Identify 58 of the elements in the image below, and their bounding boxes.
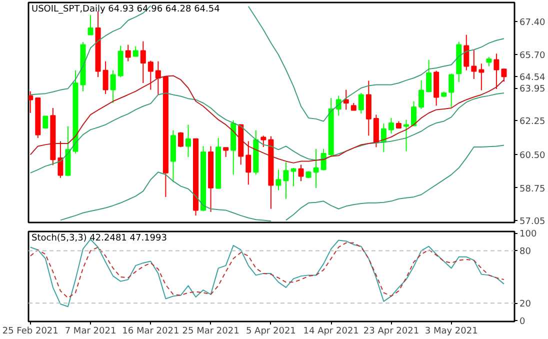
candlestick xyxy=(343,89,349,110)
candlestick xyxy=(110,70,116,104)
candlestick xyxy=(501,68,507,82)
y-tick-label: 65.70 xyxy=(520,50,546,61)
y-tick-label: 100 xyxy=(520,230,537,240)
candlestick xyxy=(185,124,191,158)
candlestick xyxy=(464,34,470,71)
candlestick xyxy=(88,14,94,36)
candlestick xyxy=(140,40,146,84)
y-tick-label: 80 xyxy=(520,247,532,258)
x-tick-label: 25 Feb 2021 xyxy=(2,326,58,336)
candlestick xyxy=(276,169,282,191)
x-tick-label: 3 May 2021 xyxy=(424,326,478,336)
candlestick xyxy=(148,60,154,90)
candlestick xyxy=(313,148,319,188)
candlestick xyxy=(42,115,48,130)
candlestick xyxy=(426,59,432,93)
candlestick xyxy=(132,46,138,57)
y-tick-label: 0 xyxy=(520,317,526,328)
candlestick xyxy=(388,117,394,134)
candlestick xyxy=(246,140,252,186)
candlestick xyxy=(283,162,289,200)
candlestick xyxy=(494,53,500,90)
candlestick xyxy=(373,114,379,148)
candlestick xyxy=(58,140,64,178)
x-tick-label: 5 Apr 2021 xyxy=(246,326,296,336)
candlestick xyxy=(478,63,484,91)
y-tick-label: 67.40 xyxy=(520,18,546,28)
candlestick xyxy=(448,73,454,108)
candlestick xyxy=(486,56,492,67)
candlestick xyxy=(418,80,424,110)
y-tick-label: 60.50 xyxy=(520,150,546,161)
candlestick xyxy=(260,135,266,148)
candlestick xyxy=(290,167,296,187)
line-series xyxy=(30,242,504,298)
candlestick xyxy=(223,147,229,158)
candlestick xyxy=(358,92,364,114)
x-tick-label: 16 Mar 2021 xyxy=(122,326,180,336)
candlestick xyxy=(178,132,184,148)
x-tick-label: 14 Apr 2021 xyxy=(303,326,359,336)
x-tick-label: 23 Apr 2021 xyxy=(363,326,420,336)
candlestick xyxy=(125,44,131,62)
candlestick xyxy=(471,49,477,80)
chart-title: Stoch(5,3,3) 42.2481 47.1993 xyxy=(32,234,167,244)
y-tick-label: 58.75 xyxy=(520,184,546,194)
y-tick-label: 57.05 xyxy=(520,217,546,228)
y-tick-label: 62.25 xyxy=(520,117,546,128)
y-tick-label: 64.54 xyxy=(520,73,546,84)
candlestick xyxy=(403,119,410,152)
y-tick-label: 20 xyxy=(520,300,532,310)
candlestick xyxy=(155,60,161,96)
y-tick-label: 63.95 xyxy=(520,84,546,94)
candlestick xyxy=(28,90,34,114)
candlestick xyxy=(336,95,342,116)
x-tick-label: 25 Mar 2021 xyxy=(182,326,240,336)
x-tick-label: 7 Mar 2021 xyxy=(64,326,116,336)
candlestick xyxy=(298,164,304,182)
candlestick xyxy=(102,60,108,94)
